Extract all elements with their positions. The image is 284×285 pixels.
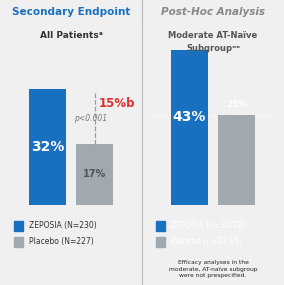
- Text: Moderate AT-Naïve: Moderate AT-Naïve: [168, 31, 258, 40]
- Text: Secondary Endpoint: Secondary Endpoint: [12, 7, 130, 17]
- Bar: [14, 221, 23, 231]
- Text: 15%b: 15%b: [99, 97, 135, 110]
- Bar: [76, 144, 113, 205]
- Text: ZEPOSIA (n=31/72): ZEPOSIA (n=31/72): [171, 221, 245, 231]
- Text: Subgroupᵅᵃ: Subgroupᵅᵃ: [186, 44, 240, 53]
- Text: ZEPOSIA (N=230): ZEPOSIA (N=230): [29, 221, 97, 231]
- Text: 17%: 17%: [83, 170, 106, 180]
- Text: Placebo (N=227): Placebo (N=227): [29, 237, 94, 247]
- Text: 32%: 32%: [31, 140, 64, 154]
- Bar: [218, 115, 255, 205]
- Bar: [29, 89, 66, 205]
- Bar: [156, 221, 165, 231]
- Text: Efficacy analyses in the
moderate, AT-naïve subgroup
were not prespecified.: Efficacy analyses in the moderate, AT-na…: [169, 260, 257, 278]
- Bar: [14, 237, 23, 247]
- Bar: [156, 237, 165, 247]
- Text: p<0.001: p<0.001: [74, 114, 107, 123]
- Text: Post-Hoc Analysis: Post-Hoc Analysis: [161, 7, 265, 17]
- Text: 43%: 43%: [173, 109, 206, 123]
- Bar: [171, 50, 208, 205]
- Text: Placebo (n=21/85): Placebo (n=21/85): [171, 237, 243, 247]
- Text: 25%: 25%: [226, 100, 247, 109]
- Text: All Patientsᵃ: All Patientsᵃ: [39, 31, 103, 40]
